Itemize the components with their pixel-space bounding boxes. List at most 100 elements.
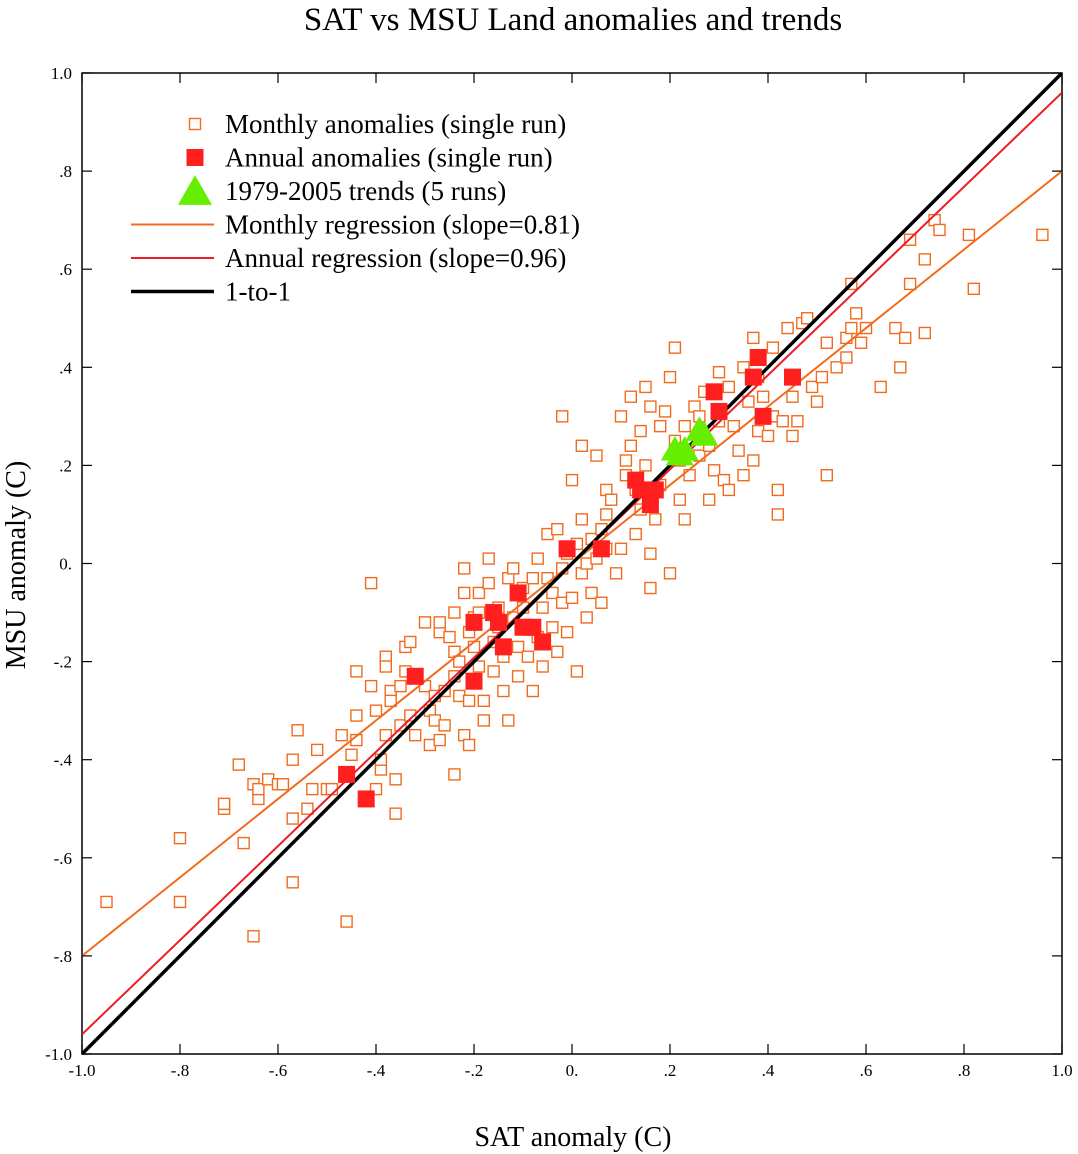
data-point (286, 753, 299, 766)
x-tick-label: -.4 (367, 1061, 386, 1080)
x-axis: -1.0 -.8 -.6 -.4 -.2 0. .2 .4 .6 .8 1.0 (69, 73, 1073, 1080)
data-point (889, 321, 902, 335)
data-point (560, 625, 574, 639)
data-point (379, 660, 392, 673)
x-tick-label: -.6 (269, 1061, 287, 1080)
data-point (722, 380, 735, 394)
data-point (565, 473, 579, 487)
data-point (173, 895, 187, 909)
data-point (754, 407, 772, 425)
data-point (575, 513, 588, 526)
data-point (629, 527, 642, 541)
data-point (712, 366, 726, 379)
data-point (580, 611, 593, 624)
data-point (786, 390, 799, 403)
data-point (379, 728, 392, 742)
data-point (384, 694, 397, 708)
data-point (507, 562, 520, 575)
data-point (776, 415, 789, 428)
data-point (357, 790, 375, 808)
data-point (406, 667, 424, 685)
legend-label: Monthly regression (slope=0.81) (225, 210, 580, 240)
y-tick-label: .2 (59, 456, 72, 475)
data-point (967, 282, 980, 296)
data-point (600, 508, 613, 521)
data-point (707, 464, 721, 477)
y-tick-label: -.4 (54, 751, 73, 770)
data-point (409, 728, 422, 742)
data-point (526, 572, 539, 585)
data-point (732, 444, 745, 457)
data-point (301, 802, 314, 815)
data-point (276, 778, 290, 791)
data-point (678, 419, 691, 433)
data-point (663, 567, 677, 580)
data-point (286, 876, 299, 889)
data-point (614, 542, 628, 555)
data-point (820, 469, 833, 482)
data-point (632, 481, 650, 499)
data-point (815, 370, 829, 384)
data-point (173, 831, 187, 845)
data-point (472, 660, 486, 673)
data-point (918, 253, 931, 266)
data-point (585, 586, 598, 600)
data-point (565, 591, 579, 605)
data-point (551, 522, 564, 536)
data-point (933, 223, 946, 237)
data-point (551, 645, 564, 658)
data-point (536, 601, 549, 614)
y-tick-label: -.6 (54, 849, 72, 868)
data-point (477, 714, 490, 727)
data-point (556, 410, 569, 423)
data-point (649, 513, 662, 526)
y-tick-label: -.2 (54, 653, 72, 672)
data-point (497, 684, 510, 698)
legend-label: Annual regression (slope=0.96) (225, 243, 566, 273)
data-point (710, 402, 728, 420)
data-point (791, 415, 804, 428)
data-point (404, 635, 417, 649)
data-point (634, 424, 647, 438)
data-point (509, 584, 527, 602)
data-point (247, 930, 260, 943)
series-5 (82, 73, 1062, 1054)
data-point (558, 540, 576, 558)
data-point (350, 665, 363, 678)
data-point (665, 440, 694, 466)
data-point (482, 552, 495, 565)
data-point (899, 331, 912, 345)
data-point (590, 449, 603, 462)
data-point (830, 361, 843, 374)
data-point (487, 665, 500, 678)
data-point (477, 694, 490, 708)
data-point (663, 370, 677, 384)
data-point (850, 307, 863, 320)
x-axis-label: SAT anomaly (C) (474, 1122, 671, 1153)
data-point (465, 672, 483, 690)
data-point (306, 782, 319, 796)
data-point (854, 336, 868, 349)
data-point (639, 459, 652, 472)
x-tick-label: .8 (958, 1061, 971, 1080)
data-point (433, 616, 446, 629)
data-point (801, 312, 814, 325)
data-point (641, 496, 659, 514)
series-line (82, 73, 1062, 1054)
data-point (644, 547, 657, 560)
y-tick-label: -1.0 (45, 1045, 72, 1064)
data-point (364, 576, 378, 590)
data-point (810, 395, 824, 408)
data-point (786, 429, 799, 443)
data-point (232, 758, 246, 771)
x-tick-label: .4 (762, 1061, 775, 1080)
data-point (502, 714, 515, 727)
series-1 (338, 348, 801, 808)
data-point (654, 419, 667, 433)
data-point (690, 421, 719, 446)
data-point (526, 684, 539, 698)
y-tick-label: 1.0 (51, 64, 72, 83)
data-point (744, 368, 762, 386)
x-tick-label: -1.0 (69, 1061, 96, 1080)
